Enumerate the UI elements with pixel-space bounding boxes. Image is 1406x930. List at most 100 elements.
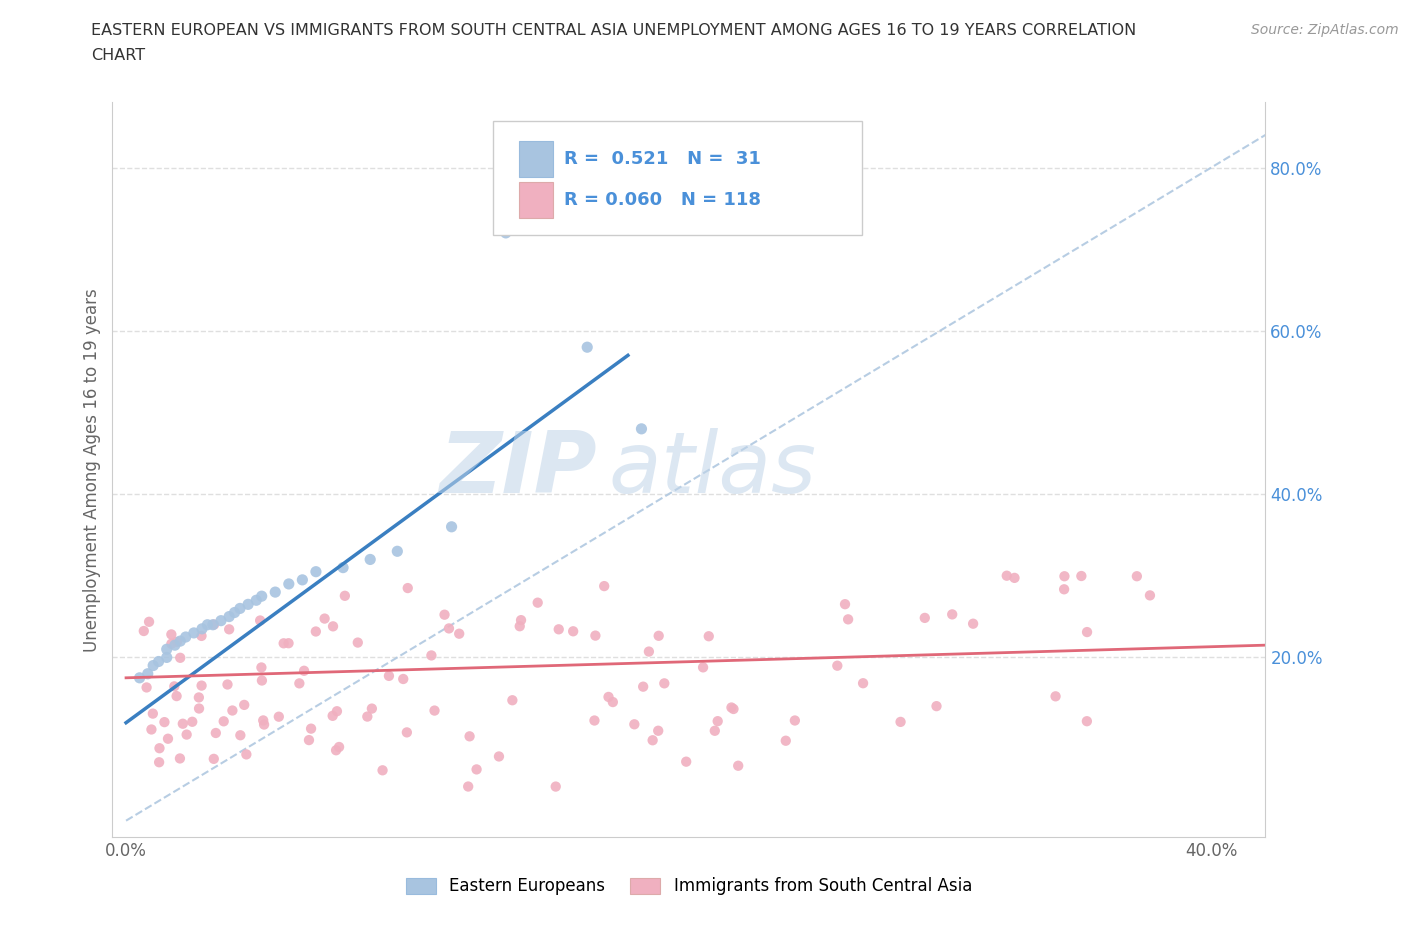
FancyBboxPatch shape [494,121,862,234]
Point [148,741,170,756]
Point [652,676,675,691]
Point [141,722,163,737]
Point [925,698,948,713]
Point [156,650,179,665]
Point [544,779,567,794]
Point [775,733,797,748]
Point [371,763,394,777]
Point [510,613,533,628]
Point [288,676,311,691]
Point [217,677,239,692]
Point [488,749,510,764]
Point [602,695,624,710]
Point [437,621,460,636]
Point [197,618,219,632]
Point [333,589,356,604]
Point [138,615,160,630]
Point [962,617,984,631]
Point [623,717,645,732]
Point [142,706,165,721]
Point [233,698,256,712]
Point [1070,568,1092,583]
Y-axis label: Unemployment Among Ages 16 to 19 years: Unemployment Among Ages 16 to 19 years [83,287,101,652]
Point [163,638,186,653]
Point [250,589,273,604]
Point [526,595,548,610]
Point [250,673,273,688]
Point [142,658,165,673]
Point [204,725,226,740]
Point [236,597,259,612]
Point [229,728,252,743]
Point [325,743,347,758]
Legend: Eastern Europeans, Immigrants from South Central Asia: Eastern Europeans, Immigrants from South… [399,870,979,902]
Point [322,709,344,724]
Point [267,710,290,724]
Point [941,607,963,622]
Point [332,560,354,575]
Point [190,678,212,693]
Point [305,624,328,639]
Point [631,679,654,694]
Point [245,592,267,607]
Point [346,635,368,650]
Point [176,727,198,742]
Point [890,714,912,729]
Point [1053,582,1076,597]
Point [221,703,243,718]
Point [212,714,235,729]
Point [273,636,295,651]
Point [298,733,321,748]
Point [218,609,240,624]
Point [1076,625,1098,640]
Point [201,618,224,632]
Point [697,629,720,644]
Point [166,688,188,703]
Point [914,610,936,625]
Point [392,671,415,686]
Text: Source: ZipAtlas.com: Source: ZipAtlas.com [1251,23,1399,37]
Point [641,733,664,748]
Point [136,666,159,681]
FancyBboxPatch shape [519,181,553,218]
Point [218,622,240,637]
Point [174,630,197,644]
Point [202,751,225,766]
Point [720,700,742,715]
Point [169,650,191,665]
Point [727,758,749,773]
Point [292,663,315,678]
Point [183,626,205,641]
Point [630,421,652,436]
Point [187,690,209,705]
Point [465,762,488,777]
Point [356,710,378,724]
Point [190,629,212,644]
Point [995,568,1018,583]
Point [1126,569,1149,584]
Point [827,658,849,673]
Point [156,731,179,746]
Point [834,597,856,612]
Point [1139,588,1161,603]
Point [181,714,204,729]
Point [160,627,183,642]
Text: R = 0.060   N = 118: R = 0.060 N = 118 [564,191,762,208]
Point [229,601,252,616]
Point [252,713,274,728]
Point [209,613,232,628]
Point [449,626,471,641]
Point [852,676,875,691]
Point [387,544,409,559]
Point [647,629,669,644]
Point [723,701,745,716]
Point [250,660,273,675]
Point [160,636,183,651]
Point [1076,713,1098,728]
Point [395,725,418,740]
Point [562,624,585,639]
Point [433,607,456,622]
Point [598,689,620,704]
Point [135,680,157,695]
Point [166,634,188,649]
